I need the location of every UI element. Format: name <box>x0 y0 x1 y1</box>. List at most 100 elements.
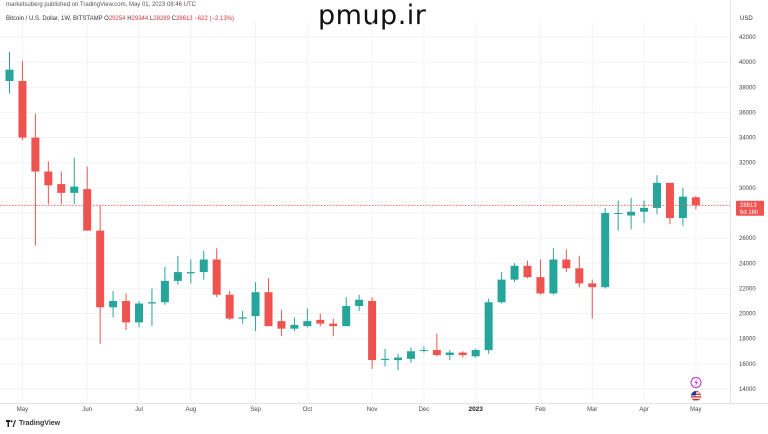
currency-label[interactable]: USD <box>740 16 753 22</box>
candle <box>653 175 661 215</box>
y-tick-label: 20000 <box>739 312 756 318</box>
x-axis[interactable]: May Jun Jul Aug Sep Oct Nov Dec 2023 Feb Mar Apr May <box>0 403 768 414</box>
candle-body-up <box>419 350 428 352</box>
ohlc-low-value: 28289 <box>153 16 170 22</box>
candle <box>562 249 571 273</box>
lightning-icon[interactable] <box>690 376 702 389</box>
candle-body-up <box>549 259 558 294</box>
y-tick-label: 38000 <box>739 85 756 91</box>
tradingview-logo-icon <box>6 420 16 427</box>
candle-body-down <box>31 137 40 172</box>
x-tick-label: Mar <box>587 407 597 413</box>
candle-body-up <box>173 272 182 281</box>
candle <box>277 309 286 337</box>
last-price-tag-bg <box>736 200 764 216</box>
candle-body-down <box>277 321 286 329</box>
y-tick-label: 40000 <box>739 60 756 66</box>
candle-body-up <box>303 321 312 327</box>
candle <box>109 290 118 318</box>
candle <box>303 308 312 328</box>
candle-body-up <box>290 324 299 329</box>
x-tick-label: May <box>690 407 701 413</box>
grid-layer <box>0 22 730 400</box>
candle-body-up <box>342 306 351 327</box>
ohlc-close-label: C <box>171 16 176 22</box>
candle <box>355 294 364 312</box>
candle <box>31 113 40 246</box>
candle-body-up <box>640 207 649 212</box>
candle-body-up <box>614 213 623 214</box>
candle-body-up <box>109 301 118 308</box>
candle <box>342 297 351 327</box>
us-flag-icon[interactable] <box>690 390 702 402</box>
ohlc-close: C28613 <box>172 16 195 22</box>
tradingview-footer[interactable]: TradingView <box>6 420 60 427</box>
y-tick-label: 34000 <box>739 136 756 142</box>
candle-body-up <box>653 182 661 208</box>
candle <box>173 255 182 285</box>
candle-body-down <box>57 184 66 193</box>
candle-body-up <box>160 280 169 303</box>
candle <box>199 250 208 280</box>
candle-body-down <box>588 283 597 288</box>
candle-body-up <box>627 211 636 216</box>
candle-body-up <box>510 265 519 280</box>
last-price-value: 28613 <box>740 203 757 209</box>
x-tick-label: 2023 <box>468 406 483 413</box>
candle <box>536 259 545 295</box>
x-tick-label: Jun <box>82 407 92 413</box>
x-tick-label: May <box>17 407 28 413</box>
candle-body-up <box>199 259 208 273</box>
symbol-name: Bitcoin / U.S. Dollar, 1W, BITSTAMP <box>6 16 103 22</box>
ohlc-low: L28289 <box>150 16 172 22</box>
candle-body-down <box>665 182 674 219</box>
candle <box>5 52 14 94</box>
candle-body-up <box>135 303 143 323</box>
candle <box>432 333 441 357</box>
ohlc-open-label: O <box>104 16 109 22</box>
candle <box>406 347 415 363</box>
event-icons[interactable] <box>690 376 702 403</box>
candle <box>523 260 532 279</box>
candle-body-up <box>251 292 260 317</box>
candle-body-up <box>70 186 79 193</box>
candle-body-down <box>536 277 545 294</box>
candle <box>122 293 131 330</box>
x-tick-label: Nov <box>367 407 378 413</box>
candle-body-up <box>445 352 454 356</box>
ohlc-change: −622 (−2.13%) <box>194 16 234 22</box>
candle-body-down <box>458 352 467 356</box>
x-tick-label: Sep <box>250 407 261 413</box>
candle <box>329 318 338 337</box>
ohlc-open-value: 29254 <box>108 16 126 22</box>
candle-body-up <box>394 357 402 361</box>
candle-body-down <box>122 301 131 323</box>
y-tick-label: 42000 <box>739 35 756 41</box>
candle-body-down <box>575 268 584 284</box>
candle <box>147 288 156 327</box>
candle-body-down <box>562 259 571 269</box>
ohlc-close-value: 28613 <box>175 16 193 22</box>
candle <box>484 298 493 354</box>
y-tick-label: 18000 <box>739 337 756 343</box>
candle <box>290 317 299 332</box>
y-axis[interactable]: 1400016000180002000022000240002600028000… <box>730 0 757 404</box>
last-price-countdown: 6d 16h <box>740 210 758 216</box>
candle-body-down <box>523 265 532 278</box>
y-tick-label: 30000 <box>739 186 756 192</box>
candle <box>83 166 92 231</box>
candle <box>70 157 79 205</box>
candle <box>264 278 273 327</box>
candle <box>419 346 428 353</box>
candle-body-up <box>497 279 506 303</box>
x-tick-label: Feb <box>535 407 546 413</box>
candle-body-up <box>355 299 364 307</box>
candle <box>44 161 53 205</box>
published-by-text: marketsuberg published on TradingView.co… <box>6 2 196 8</box>
candle-body-down <box>225 294 234 319</box>
candle <box>549 248 558 295</box>
ohlc-high-label: H <box>127 16 132 22</box>
candle <box>458 351 467 358</box>
candle-body-up <box>678 196 687 219</box>
